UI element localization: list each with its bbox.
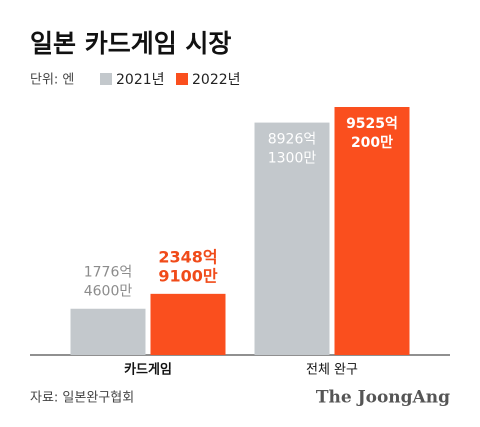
bar	[150, 293, 226, 355]
x-tick-label: 카드게임	[124, 363, 172, 378]
legend-swatch	[176, 73, 188, 85]
unit-label: 단위: 엔	[30, 73, 74, 88]
value-label: 4600만	[84, 284, 133, 300]
legend-swatch	[100, 73, 112, 85]
bar	[334, 107, 410, 355]
value-label: 1776억	[84, 265, 133, 281]
value-label: 1300만	[268, 151, 317, 167]
value-label: 2348억	[158, 247, 217, 266]
bar	[254, 122, 330, 356]
legend-label: 2022년	[192, 72, 241, 88]
chart-title: 일본 카드게임 시장	[30, 29, 231, 58]
value-label: 8926억	[268, 132, 317, 148]
x-tick-label: 전체 완구	[306, 363, 358, 378]
source: 자료: 일본완구협회	[30, 391, 134, 406]
bar	[70, 308, 146, 355]
value-label: 9525억	[346, 116, 398, 132]
value-label: 9100만	[158, 266, 218, 285]
legend-label: 2021년	[116, 72, 165, 88]
value-label: 200만	[351, 135, 393, 151]
logo: The JoongAng	[316, 388, 450, 408]
